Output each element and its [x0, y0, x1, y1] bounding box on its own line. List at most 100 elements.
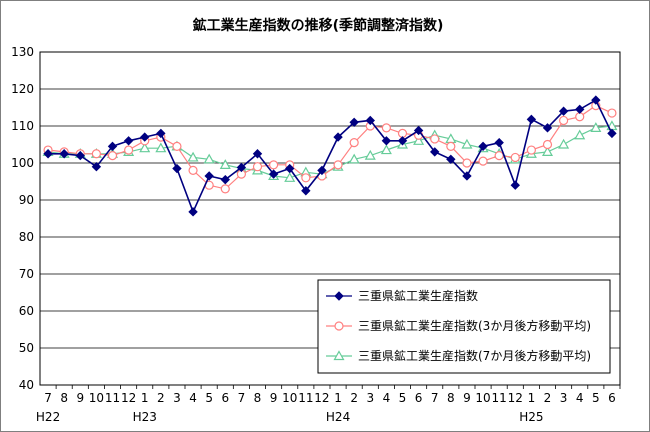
legend-label: 三重県鉱工業生産指数(7か月後方移動平均) [358, 348, 591, 363]
data-point [139, 142, 151, 153]
data-point [494, 137, 504, 148]
data-point [107, 141, 118, 152]
era-labels: H22 H23 H24 H25 [36, 410, 544, 424]
data-point [334, 291, 344, 301]
y-tick-label: 100 [11, 156, 34, 170]
x-tick-label: 3 [173, 391, 181, 405]
era-label: H22 [36, 410, 60, 424]
data-point [349, 117, 359, 128]
data-point [526, 114, 537, 125]
data-point [446, 141, 456, 151]
data-point [188, 165, 198, 175]
data-point [140, 132, 150, 142]
y-axis-tick-labels: 40 50 60 70 80 90 100 110 120 130 [11, 45, 34, 392]
x-tick-label: 4 [383, 391, 391, 405]
legend-box [317, 279, 611, 374]
data-point [526, 145, 536, 155]
x-tick-label: 4 [576, 391, 584, 405]
data-point [349, 138, 359, 148]
era-label: H25 [519, 410, 543, 424]
data-point [268, 169, 279, 179]
data-point [284, 172, 296, 182]
series-1 [43, 95, 617, 217]
data-point [413, 125, 424, 136]
x-tick-label: 9 [76, 391, 84, 405]
data-point [462, 171, 472, 181]
y-tick-label: 60 [19, 304, 34, 318]
data-point [236, 162, 247, 173]
data-point [430, 134, 440, 144]
x-tick-label: 1 [141, 391, 149, 405]
y-tick-label: 50 [19, 341, 34, 355]
data-point [397, 136, 408, 146]
data-point [381, 136, 392, 146]
data-point [559, 115, 569, 126]
x-tick-label: 10 [475, 391, 490, 405]
data-point [575, 104, 585, 115]
data-point [461, 138, 473, 149]
data-point [123, 136, 134, 146]
era-label: H23 [133, 410, 157, 424]
x-tick-label: 11 [492, 391, 507, 405]
data-point [172, 141, 182, 151]
data-point [413, 135, 425, 145]
data-point [462, 158, 472, 168]
legend-entry: 三重県鉱工業生産指数(3か月後方移動平均) [326, 318, 591, 333]
y-tick-label: 40 [19, 378, 34, 392]
data-point [446, 154, 456, 165]
x-tick-label: 8 [447, 391, 455, 405]
data-point [365, 115, 375, 126]
data-point [510, 152, 520, 163]
x-tick-label: 12 [314, 391, 329, 405]
data-point [301, 186, 311, 196]
series-line [48, 104, 613, 190]
x-tick-label: 2 [350, 391, 358, 405]
x-tick-label: 7 [44, 391, 52, 405]
data-point [494, 151, 504, 161]
data-point [252, 149, 263, 159]
y-tick-label: 80 [19, 230, 34, 244]
data-point [219, 159, 231, 169]
data-point [91, 149, 101, 159]
x-tick-label: 3 [560, 391, 568, 405]
x-tick-label: 6 [608, 391, 616, 405]
data-point [334, 321, 344, 331]
data-point [43, 149, 53, 159]
data-point [380, 144, 392, 155]
chart-title: 鉱工業生産指数の推移(季節調整済指数) [193, 17, 444, 34]
x-tick-label: 7 [431, 391, 439, 405]
data-point [301, 173, 311, 183]
data-point [558, 138, 570, 149]
data-point [348, 153, 360, 164]
data-point [204, 171, 214, 181]
data-point [590, 122, 602, 132]
data-point [172, 163, 182, 174]
legend-entry: 三重県鉱工業生産指数(7か月後方移動平均) [326, 348, 591, 363]
data-point [155, 142, 167, 153]
x-tick-label: 2 [544, 391, 552, 405]
data-point [333, 160, 343, 170]
data-point [317, 165, 327, 176]
data-point [478, 141, 488, 152]
data-point [478, 156, 488, 166]
x-tick-label: 5 [399, 391, 407, 405]
y-tick-label: 90 [19, 193, 34, 207]
data-point [285, 163, 295, 174]
data-point [541, 146, 554, 156]
data-point [333, 132, 343, 142]
data-point [574, 129, 586, 140]
data-point [188, 207, 198, 217]
y-tick-label: 70 [19, 267, 34, 281]
x-tick-label: 1 [528, 391, 536, 405]
data-point [187, 151, 199, 162]
data-point [220, 174, 230, 185]
data-point [124, 145, 134, 155]
x-tick-label: 1 [334, 391, 342, 405]
data-point [607, 108, 617, 118]
data-point [333, 350, 345, 361]
y-tick-label: 120 [11, 82, 34, 96]
x-tick-label: 7 [238, 391, 246, 405]
legend-entry: 三重県鉱工業生産指数 [326, 288, 478, 303]
